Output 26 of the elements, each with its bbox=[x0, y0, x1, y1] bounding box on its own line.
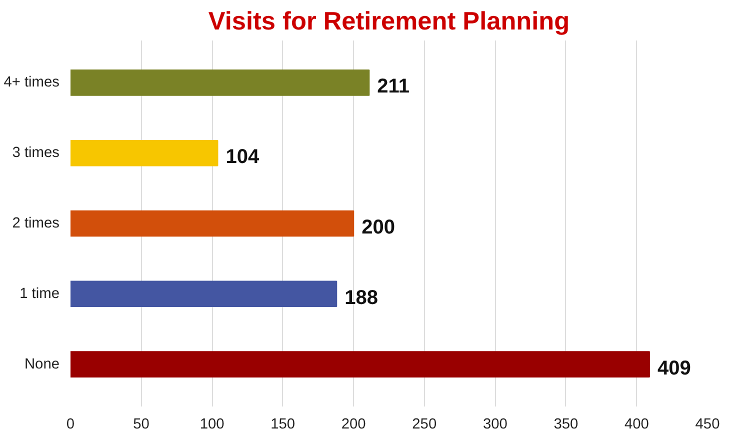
chart-title: Visits for Retirement Planning bbox=[208, 8, 570, 36]
x-tick-label: 150 bbox=[270, 416, 296, 431]
x-tick-label: 350 bbox=[554, 416, 578, 431]
bar bbox=[70, 140, 218, 166]
y-tick-label: 3 times bbox=[12, 145, 60, 162]
x-tick-label: 300 bbox=[482, 416, 508, 431]
y-tick-label: None bbox=[24, 356, 60, 372]
x-tick-label: 400 bbox=[624, 416, 649, 431]
x-tick-label: 50 bbox=[133, 416, 150, 431]
x-tick-label: 0 bbox=[66, 416, 75, 431]
data-label: 200 bbox=[362, 216, 395, 238]
x-tick-label: 450 bbox=[695, 416, 720, 431]
x-tick-label: 100 bbox=[200, 416, 224, 431]
data-label: 211 bbox=[377, 76, 410, 98]
y-tick-label: 1 time bbox=[20, 286, 60, 302]
bar bbox=[70, 210, 354, 237]
bar bbox=[70, 351, 650, 378]
data-label: 409 bbox=[657, 357, 691, 380]
y-tick-label: 4+ times bbox=[4, 74, 60, 91]
y-tick-label: 2 times bbox=[12, 216, 60, 232]
bar bbox=[70, 280, 338, 308]
data-label: 104 bbox=[226, 146, 260, 168]
x-tick-label: 200 bbox=[341, 416, 366, 431]
bar bbox=[70, 70, 370, 96]
x-tick-label: 250 bbox=[412, 416, 437, 431]
data-label: 188 bbox=[344, 286, 378, 309]
